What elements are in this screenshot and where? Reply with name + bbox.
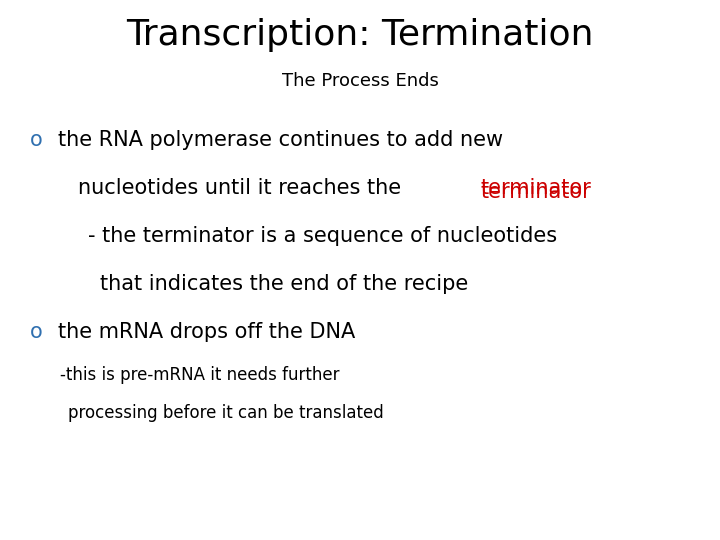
Text: processing before it can be translated: processing before it can be translated: [68, 404, 384, 422]
Text: nucleotides until it reaches the: nucleotides until it reaches the: [78, 178, 408, 198]
Text: terminator: terminator: [480, 178, 591, 198]
Text: o: o: [30, 130, 42, 150]
Text: Transcription: Termination: Transcription: Termination: [126, 18, 594, 52]
Text: the mRNA drops off the DNA: the mRNA drops off the DNA: [58, 322, 355, 342]
Text: - the terminator is a sequence of nucleotides: - the terminator is a sequence of nucleo…: [88, 226, 557, 246]
Text: that indicates the end of the recipe: that indicates the end of the recipe: [100, 274, 468, 294]
Text: -this is pre-mRNA it needs further: -this is pre-mRNA it needs further: [60, 366, 340, 384]
Text: The Process Ends: The Process Ends: [282, 72, 438, 90]
Text: the RNA polymerase continues to add new: the RNA polymerase continues to add new: [58, 130, 503, 150]
Text: o: o: [30, 322, 42, 342]
Text: terminator: terminator: [480, 182, 591, 202]
